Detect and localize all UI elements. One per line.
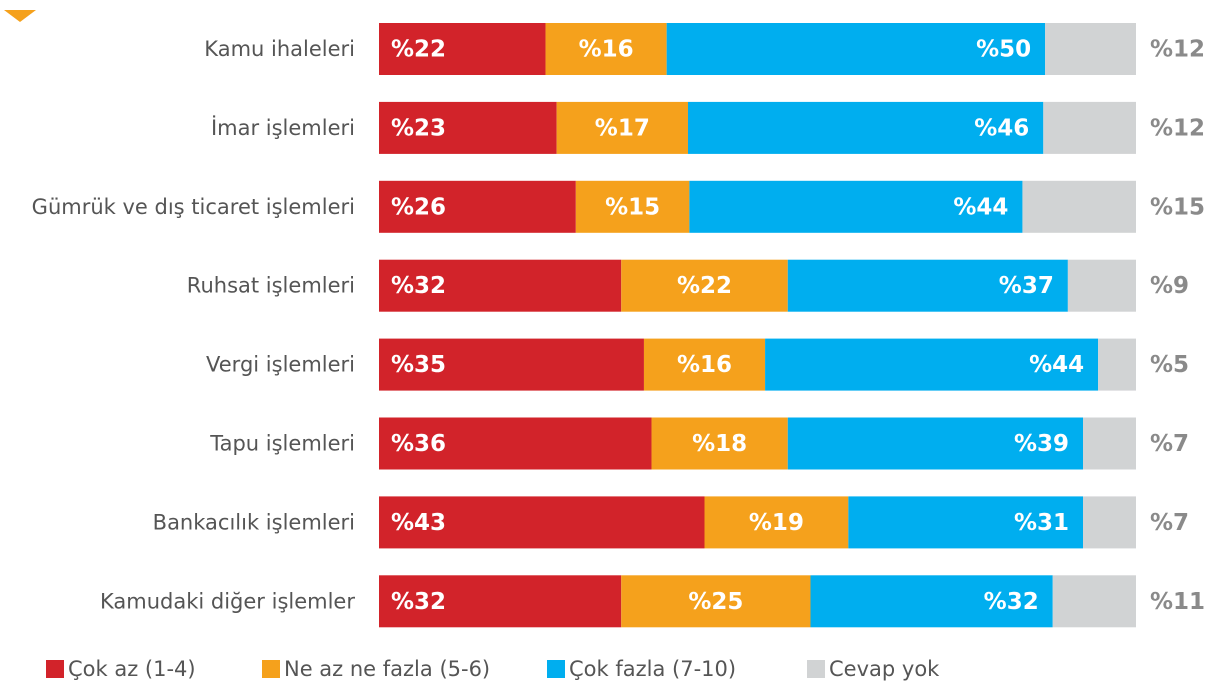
legend-label: Cevap yok: [829, 657, 940, 681]
value-label: %15: [1150, 194, 1205, 220]
bar-segment: [1052, 575, 1136, 628]
value-label: %15: [605, 194, 660, 220]
value-label: %32: [391, 589, 446, 615]
legend-swatch: [46, 660, 64, 678]
value-label: %32: [984, 589, 1039, 615]
value-label: %43: [391, 510, 446, 536]
legend-swatch: [262, 660, 280, 678]
bar-segment: [1083, 496, 1136, 549]
bar-segment: [621, 575, 811, 628]
bar-segment: [810, 575, 1053, 628]
bar-segment: [379, 180, 576, 233]
bar-segment: [379, 338, 644, 391]
category-label: İmar işlemleri: [211, 115, 355, 140]
value-label: %5: [1150, 352, 1189, 378]
value-label: %25: [688, 589, 743, 615]
value-label: %18: [692, 431, 747, 457]
bar-segment: [1098, 338, 1136, 391]
bar-segment: [379, 575, 622, 628]
category-label: Bankacılık işlemleri: [153, 510, 355, 534]
bar-segment: [787, 417, 1084, 470]
value-label: %22: [391, 37, 446, 63]
bar-segment: [787, 259, 1068, 312]
bar-segment: [379, 496, 705, 549]
value-label: %36: [391, 431, 446, 457]
bar-segment: [1043, 101, 1136, 154]
value-label: %12: [1150, 37, 1205, 63]
legend-label: Çok az (1-4): [68, 657, 196, 681]
bar-segment: [575, 180, 690, 233]
bar-segment: [379, 259, 622, 312]
category-label: Tapu işlemleri: [209, 432, 355, 456]
value-label: %35: [391, 352, 446, 378]
bar-segment: [1022, 180, 1136, 233]
value-label: %31: [1014, 510, 1069, 536]
bar-segment: [556, 101, 688, 154]
value-label: %19: [749, 510, 804, 536]
bar-segment: [379, 23, 546, 75]
category-label: Kamu ihaleleri: [204, 37, 355, 61]
bar-segment: [765, 338, 1099, 391]
category-label: Ruhsat işlemleri: [187, 274, 355, 298]
category-label: Gümrük ve dış ticaret işlemleri: [32, 195, 355, 219]
legend-label: Ne az ne fazla (5-6): [284, 657, 490, 681]
bar-segment: [545, 23, 667, 75]
bar-segment: [379, 417, 652, 470]
bar-segment: [379, 101, 557, 154]
value-label: %23: [391, 115, 446, 141]
bar-segment: [651, 417, 788, 470]
value-label: %16: [579, 37, 634, 63]
bar-segment: [848, 496, 1084, 549]
value-label: %11: [1150, 589, 1205, 615]
bar-segment: [643, 338, 766, 391]
value-label: %26: [391, 194, 446, 220]
bar-segment: [1083, 417, 1136, 470]
value-label: %50: [976, 37, 1031, 63]
bar-segment: [687, 101, 1044, 154]
value-label: %37: [999, 273, 1054, 299]
bar-segment: [1045, 23, 1136, 75]
value-label: %46: [974, 115, 1029, 141]
value-label: %9: [1150, 273, 1189, 299]
bar-segment: [704, 496, 849, 549]
value-label: %12: [1150, 115, 1205, 141]
value-label: %17: [595, 115, 650, 141]
bar-segment: [621, 259, 788, 312]
bar-segment: [689, 180, 1023, 233]
bar-segment: [666, 23, 1046, 75]
value-label: %22: [677, 273, 732, 299]
bar-segment: [1067, 259, 1136, 312]
value-label: %7: [1150, 431, 1189, 457]
category-label: Kamudaki diğer işlemler: [100, 589, 355, 613]
legend-swatch: [807, 660, 825, 678]
value-label: %16: [677, 352, 732, 378]
value-label: %7: [1150, 510, 1189, 536]
legend-label: Çok fazla (7-10): [569, 657, 736, 681]
value-label: %32: [391, 273, 446, 299]
value-label: %44: [1029, 352, 1084, 378]
value-label: %39: [1014, 431, 1069, 457]
value-label: %44: [953, 194, 1008, 220]
legend-swatch: [547, 660, 565, 678]
decoration-triangle: [4, 10, 36, 22]
category-label: Vergi işlemleri: [206, 353, 355, 377]
